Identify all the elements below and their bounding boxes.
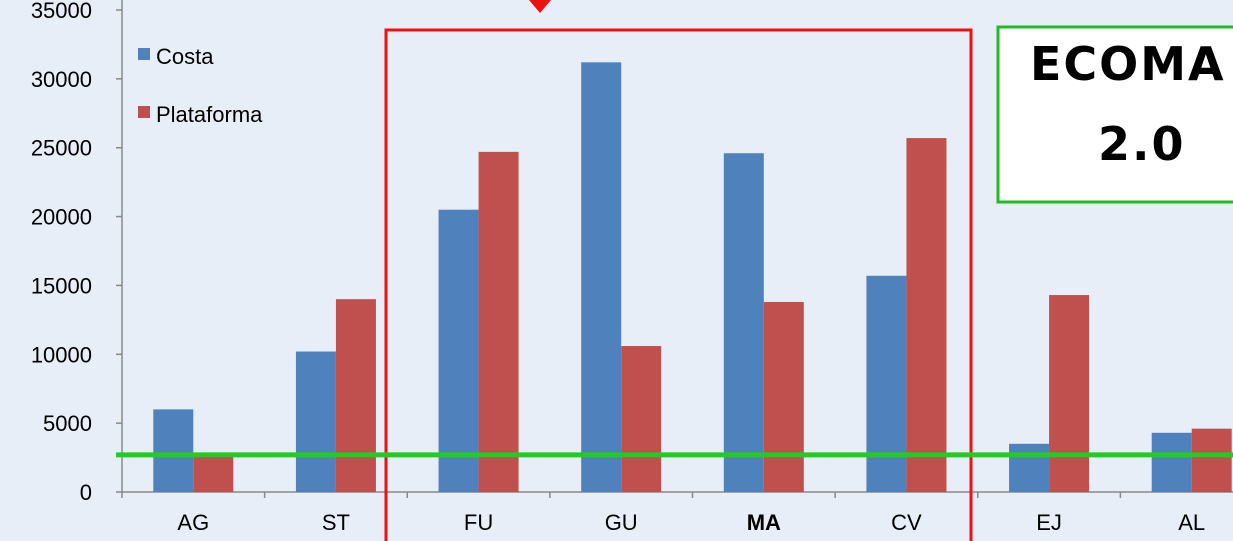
bar-plataforma-fu [478, 151, 519, 493]
bar-plataforma-st [335, 299, 376, 492]
bar-costa-al [1151, 432, 1192, 492]
x-tick-label: CV [891, 510, 922, 535]
bar-plataforma-ag [193, 453, 234, 492]
y-tick-label: 35000 [31, 0, 92, 23]
y-tick-label: 30000 [31, 67, 92, 92]
bar-costa-gu [581, 62, 622, 493]
bar-costa-fu [438, 209, 479, 492]
red-arrow-marker [529, 0, 551, 13]
highlight-box [384, 28, 973, 541]
y-tick-label: 0 [80, 480, 92, 505]
bar-costa-ma [723, 153, 764, 493]
x-tick-label: FU [464, 510, 493, 535]
legend-swatch-plataforma [138, 106, 150, 118]
bar-plataforma-ej [1049, 295, 1090, 492]
x-tick-label: AG [177, 510, 209, 535]
y-tick-label: 25000 [31, 136, 92, 161]
bar-plataforma-gu [621, 346, 662, 492]
x-axis: AG ST FU GU MA CV EJ AL [121, 491, 1233, 535]
ecoma-callout-line1: ECOMA [1030, 37, 1226, 91]
bars [153, 62, 1232, 493]
y-tick-label: 15000 [31, 273, 92, 298]
ecoma-callout-line2: 2.0 [1098, 117, 1186, 171]
bar-plataforma-cv [906, 138, 947, 492]
x-tick-label: AL [1178, 510, 1205, 535]
y-axis: 0 5000 10000 15000 20000 25000 30000 35000 [31, 0, 123, 505]
x-tick-label: MA [747, 510, 781, 535]
x-tick-label: GU [605, 510, 638, 535]
y-tick-label: 5000 [43, 411, 92, 436]
bar-plataforma-ma [763, 301, 804, 492]
ecoma-callout-box [996, 25, 1233, 204]
legend-swatch-costa [138, 48, 150, 60]
bar-costa-st [295, 351, 336, 492]
bar-costa-ag [153, 409, 194, 492]
y-tick-label: 20000 [31, 205, 92, 230]
bar-plataforma-al [1191, 428, 1232, 492]
x-tick-label: ST [322, 510, 350, 535]
legend-label-costa: Costa [156, 44, 214, 69]
bar-costa-ej [1009, 443, 1050, 492]
bar-costa-cv [866, 275, 907, 492]
y-tick-label: 10000 [31, 342, 92, 367]
legend-label-plataforma: Plataforma [156, 102, 263, 127]
legend: Costa Plataforma [138, 44, 263, 127]
x-tick-label: EJ [1036, 510, 1062, 535]
